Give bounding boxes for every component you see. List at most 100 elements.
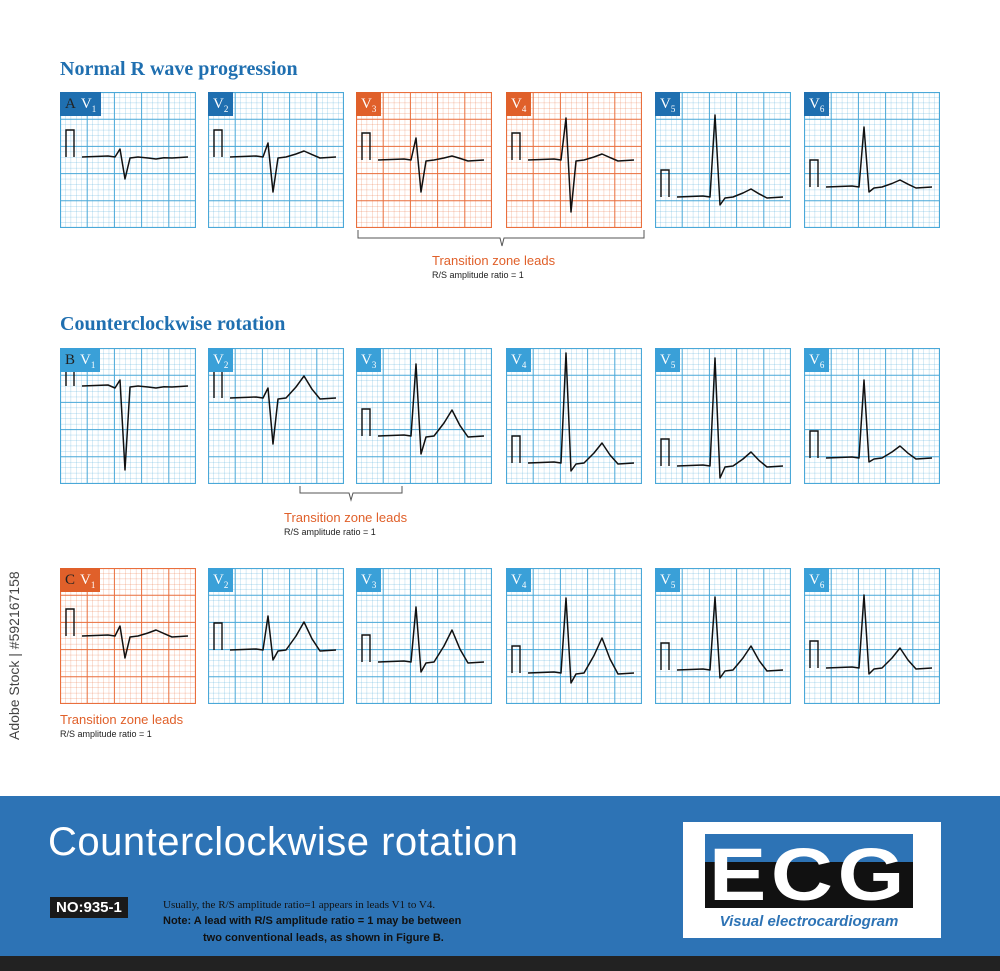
ecg-grid (804, 92, 940, 228)
lead-label: V2 (208, 568, 234, 592)
lead-name: V4 (511, 352, 527, 370)
panel-border (655, 348, 791, 484)
ecg-waveform (527, 597, 635, 684)
ecg-panel-c-v3: V3 (356, 568, 492, 704)
ecg-waveform (377, 137, 485, 193)
section-a-title: Normal R wave progression (60, 58, 298, 80)
ecg-panel-c-v1: C V1 (60, 568, 196, 704)
lead-name: V1 (80, 96, 97, 114)
ecg-panel-c-v4: V4 (506, 568, 642, 704)
ecg-grid (208, 568, 344, 704)
panel-border (60, 568, 196, 704)
ecg-logo-letters: ECG (709, 833, 909, 916)
lead-number: 5 (670, 580, 676, 590)
lead-number: 1 (90, 580, 96, 590)
calibration-pulse (809, 159, 819, 187)
lead-number: 3 (371, 580, 377, 590)
ecg-grid (506, 92, 642, 228)
lead-number: 6 (819, 104, 825, 114)
transition-bracket-b (299, 486, 403, 502)
ecg-panel-a-v3: V3 (356, 92, 492, 228)
lead-number: 1 (90, 360, 96, 370)
lead-label: A V1 (60, 92, 102, 116)
ecg-waveform (676, 114, 784, 206)
panel-border (356, 568, 492, 704)
ecg-panel-c-v6: V6 (804, 568, 940, 704)
panel-border (655, 92, 791, 228)
lead-name: V1 (80, 352, 96, 370)
banner-title: Counterclockwise rotation (48, 820, 519, 864)
transition-bracket-a (357, 230, 645, 247)
calibration-pulse (361, 408, 371, 436)
lead-name: V4 (511, 96, 527, 114)
lead-label: V5 (655, 92, 681, 116)
panel-letter: B (65, 352, 76, 368)
ecg-waveform (377, 606, 485, 673)
ecg-panel-b-v2: V2 (208, 348, 344, 484)
ecg-waveform (527, 117, 635, 213)
ecg-grid (804, 568, 940, 704)
ecg-panel-b-v4: V4 (506, 348, 642, 484)
section-b-title: Counterclockwise rotation (60, 313, 286, 335)
lead-number: 4 (521, 360, 527, 370)
ecg-grid (655, 568, 791, 704)
lead-name: V6 (809, 352, 825, 370)
panel-border (356, 92, 492, 228)
ecg-waveform (229, 142, 337, 193)
ecg-grid (506, 348, 642, 484)
transition-label-a: Transition zone leads (432, 253, 556, 268)
ecg-panel-b-v6: V6 (804, 348, 940, 484)
lead-label: V6 (804, 92, 830, 116)
calibration-pulse (65, 129, 75, 157)
ecg-grid (655, 92, 791, 228)
ecg-waveform (229, 615, 337, 661)
transition-sub-b: R/S amplitude ratio = 1 (284, 527, 376, 537)
ecg-logo-mark: ECG Visual electrocardiogram (705, 833, 913, 930)
lead-name: V2 (213, 352, 229, 370)
lead-label: V2 (208, 92, 234, 116)
calibration-pulse (660, 169, 670, 197)
ecg-panel-a-v1: A V1 (60, 92, 196, 228)
banner-note-3: two conventional leads, as shown in Figu… (203, 932, 444, 944)
calibration-pulse (511, 645, 521, 673)
ecg-grid (655, 348, 791, 484)
panel-border (356, 348, 492, 484)
panel-border (506, 568, 642, 704)
lead-label: V4 (506, 568, 532, 592)
panel-border (208, 92, 344, 228)
banner-note-2: Note: A lead with R/S amplitude ratio = … (163, 915, 462, 927)
panel-border (506, 348, 642, 484)
lead-number: 3 (371, 360, 377, 370)
calibration-pulse (809, 430, 819, 458)
ecg-waveform (825, 126, 933, 193)
ecg-waveform (825, 594, 933, 675)
calibration-pulse (511, 132, 521, 160)
ecg-panel-b-v5: V5 (655, 348, 791, 484)
ecg-logo-subtitle: Visual electrocardiogram (720, 913, 899, 930)
panel-letter: C (65, 572, 76, 588)
lead-name: V5 (660, 96, 676, 114)
calibration-pulse (361, 132, 371, 160)
lead-label: V6 (804, 568, 830, 592)
lead-name: V4 (511, 572, 527, 590)
ecg-grid (208, 348, 344, 484)
lead-number: 2 (223, 580, 229, 590)
panel-border (208, 348, 344, 484)
lead-number: 2 (223, 360, 229, 370)
panel-border (655, 568, 791, 704)
ecg-waveform (377, 363, 485, 455)
lead-label: B V1 (60, 348, 101, 372)
ecg-panel-c-v2: V2 (208, 568, 344, 704)
panel-border (60, 92, 196, 228)
lead-label: V3 (356, 92, 382, 116)
ecg-grid (356, 92, 492, 228)
lead-number: 4 (521, 580, 527, 590)
ecg-waveform (81, 379, 189, 471)
panel-letter: A (65, 96, 76, 112)
lead-label: C V1 (60, 568, 101, 592)
ecg-panel-a-v2: V2 (208, 92, 344, 228)
lead-number: 6 (819, 360, 825, 370)
lead-label: V3 (356, 348, 382, 372)
stock-side-text: Adobe Stock | #592167158 (6, 571, 22, 740)
transition-sub-a: R/S amplitude ratio = 1 (432, 270, 524, 280)
